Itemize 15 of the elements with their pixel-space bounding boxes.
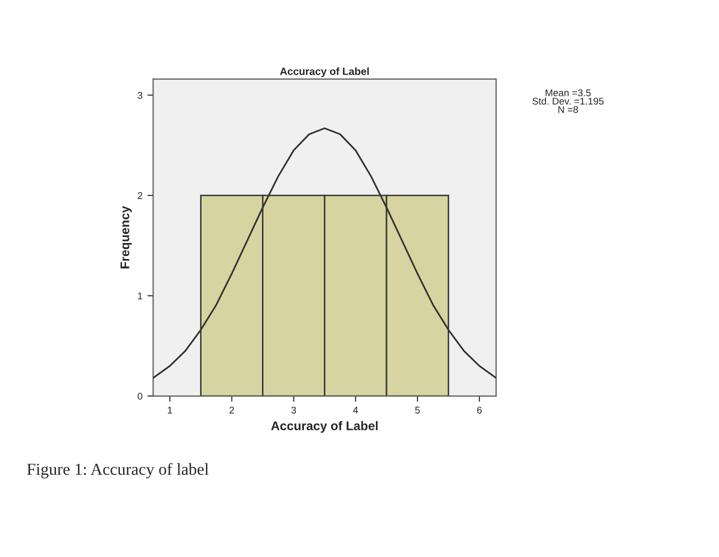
x-tick-label: 6 [477, 406, 482, 414]
x-tick-label: 4 [353, 406, 358, 414]
x-axis-title: Accuracy of Label [271, 421, 378, 433]
x-tick-label: 1 [168, 406, 172, 414]
y-tick-label: 1 [138, 292, 142, 300]
x-tick-label: 5 [415, 406, 420, 414]
y-axis-title: Frequency [120, 206, 132, 268]
text: Mean =3.5 Std. Dev. =1.195 N =8 [532, 89, 604, 113]
x-tick-label: 2 [230, 406, 234, 414]
chart-title: Accuracy of Label [280, 67, 369, 78]
y-tick-label: 3 [138, 92, 142, 99]
x-tick-label: 3 [291, 406, 296, 414]
caption: Figure 1: Accuracy of label [27, 463, 209, 478]
y-tick-label: 2 [138, 192, 142, 199]
y-tick-label: 0 [138, 392, 142, 400]
